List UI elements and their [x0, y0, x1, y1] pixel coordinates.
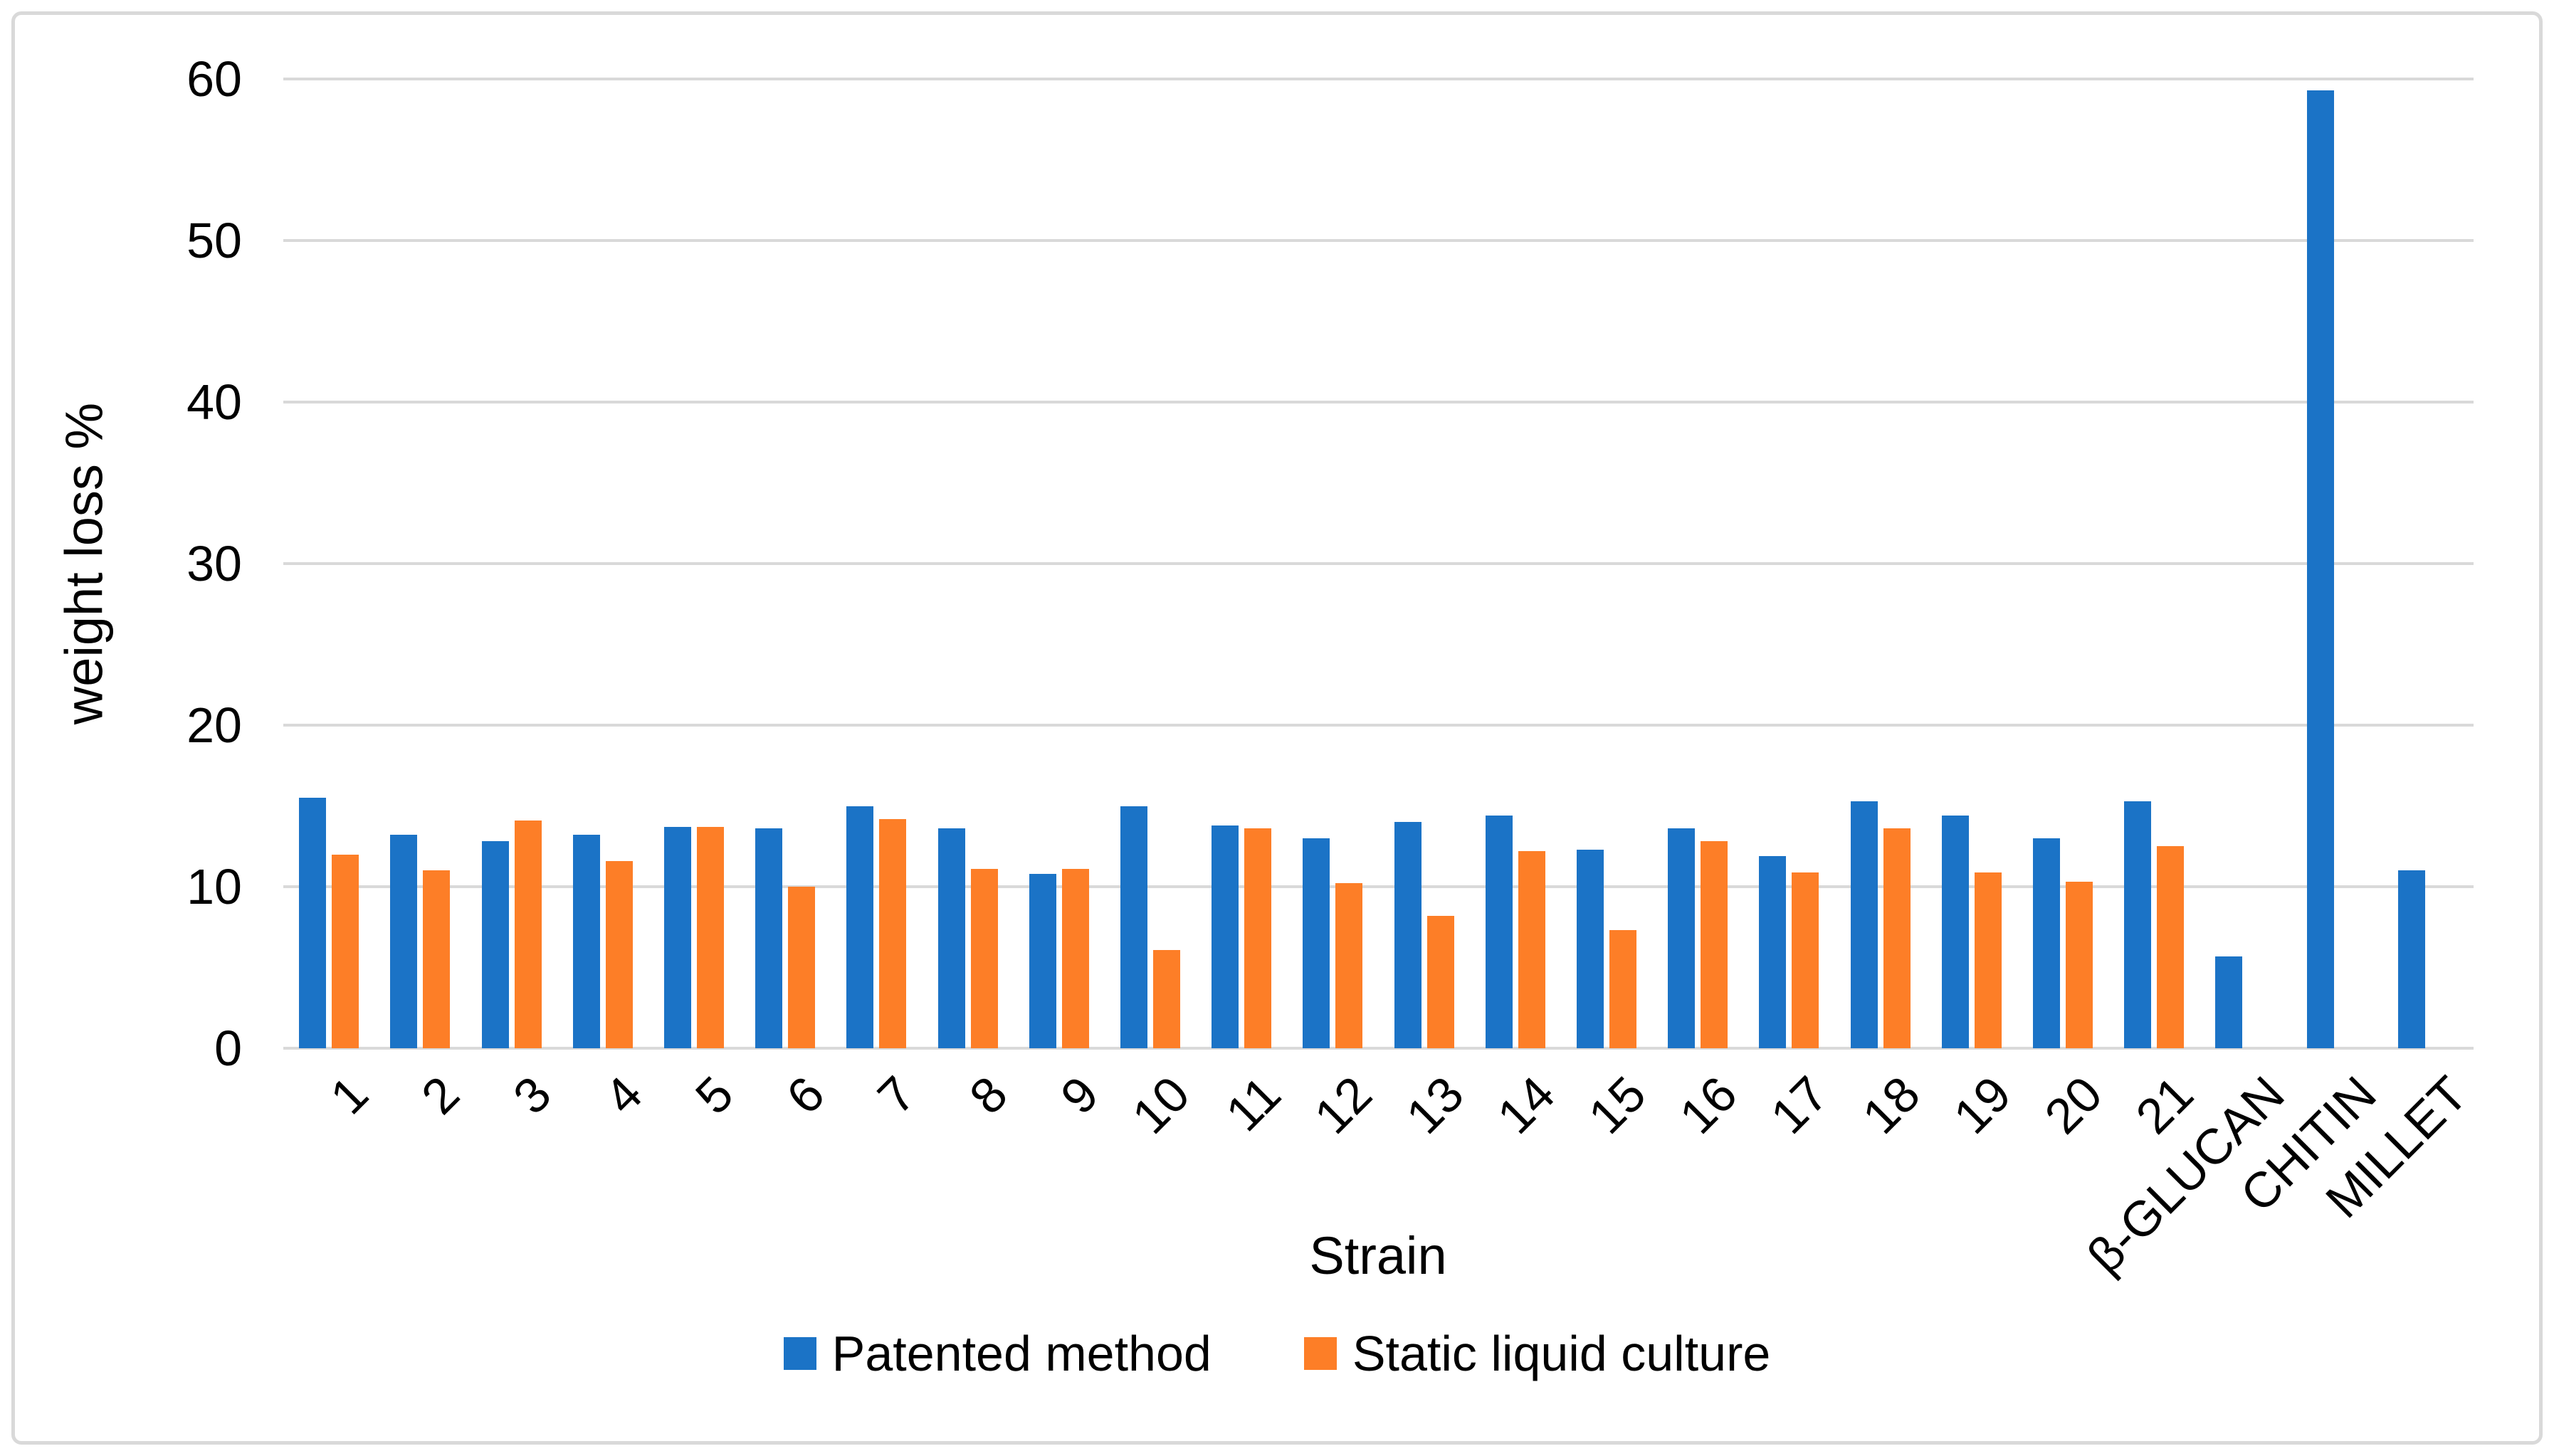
- bar-patented-method-3: [481, 841, 509, 1048]
- bar-patented-method-20: [2033, 838, 2061, 1048]
- x-tick-label-3: 3: [502, 1065, 562, 1125]
- x-tick-label-11: 11: [1215, 1065, 1292, 1142]
- x-tick-label-19: 19: [1943, 1065, 2022, 1144]
- bar-patented-method-6: [755, 828, 783, 1048]
- x-tick-label-12: 12: [1304, 1065, 1383, 1144]
- y-axis-title: weight loss %: [54, 402, 114, 725]
- legend-label-static-liquid-culture: Static liquid culture: [1352, 1326, 1771, 1381]
- bar-patented-method-14: [1485, 816, 1513, 1048]
- gridline-40: [283, 401, 2474, 403]
- gridline-30: [283, 562, 2474, 565]
- bar-static-liquid-culture-19: [1974, 872, 2002, 1048]
- bar-patented-method-9: [1029, 873, 1056, 1048]
- bar-static-liquid-culture-5: [696, 827, 724, 1048]
- legend-item-static-liquid-culture: Static liquid culture: [1303, 1325, 1771, 1382]
- legend: Patented method Static liquid culture: [0, 1325, 2554, 1382]
- bar-patented-method-15: [1577, 849, 1604, 1048]
- plot-area: [283, 78, 2474, 1050]
- legend-swatch-patented-method: [783, 1337, 816, 1370]
- bar-static-liquid-culture-10: [1152, 949, 1180, 1048]
- x-tick-label-5: 5: [685, 1065, 744, 1125]
- bar-static-liquid-culture-1: [332, 854, 359, 1048]
- bar-static-liquid-culture-3: [514, 820, 542, 1048]
- x-tick-label-2: 2: [411, 1065, 471, 1125]
- bar-patented-method-4: [572, 835, 600, 1048]
- x-tick-label-13: 13: [1395, 1065, 1474, 1144]
- x-tick-label-18: 18: [1851, 1065, 1930, 1144]
- x-axis-title: Strain: [1309, 1226, 1447, 1285]
- gridline-50: [283, 239, 2474, 242]
- bar-patented-method-13: [1394, 822, 1421, 1048]
- x-tick-label-8: 8: [958, 1065, 1018, 1125]
- bar-patented-method-β-GLUCAN: [2215, 956, 2243, 1048]
- bar-patented-method-MILLET: [2397, 870, 2425, 1048]
- y-tick-label-20: 20: [186, 697, 242, 753]
- x-tick-label-20: 20: [2034, 1065, 2113, 1144]
- x-tick-label-4: 4: [593, 1065, 653, 1125]
- x-tick-label-9: 9: [1049, 1065, 1109, 1125]
- bar-patented-method-2: [390, 835, 418, 1048]
- legend-label-patented-method: Patented method: [831, 1326, 1212, 1381]
- legend-swatch-static-liquid-culture: [1303, 1337, 1337, 1370]
- x-tick-label-14: 14: [1486, 1065, 1565, 1144]
- y-tick-label-0: 0: [214, 1020, 242, 1076]
- bar-patented-method-12: [1303, 838, 1330, 1048]
- x-tick-label-1: 1: [320, 1065, 379, 1125]
- gridline-60: [283, 78, 2474, 80]
- bar-static-liquid-culture-2: [423, 870, 451, 1048]
- bar-static-liquid-culture-12: [1335, 883, 1363, 1048]
- x-tick-label-6: 6: [776, 1065, 836, 1125]
- x-tick-label-7: 7: [867, 1065, 927, 1125]
- bar-patented-method-17: [1759, 855, 1787, 1048]
- gridline-0: [283, 1047, 2474, 1050]
- x-tick-label-16: 16: [1668, 1065, 1748, 1144]
- bar-static-liquid-culture-9: [1061, 869, 1089, 1048]
- bar-static-liquid-culture-15: [1609, 930, 1637, 1048]
- bar-static-liquid-culture-13: [1426, 915, 1454, 1048]
- y-tick-label-60: 60: [186, 51, 242, 107]
- gridline-20: [283, 724, 2474, 727]
- x-tick-label-10: 10: [1121, 1065, 1200, 1144]
- bar-static-liquid-culture-18: [1883, 828, 1911, 1048]
- bar-patented-method-5: [663, 827, 691, 1048]
- bar-patented-method-16: [1668, 828, 1696, 1048]
- bar-static-liquid-culture-11: [1244, 828, 1272, 1048]
- bar-static-liquid-culture-4: [605, 860, 633, 1048]
- bar-patented-method-1: [299, 798, 327, 1048]
- bar-static-liquid-culture-14: [1518, 851, 1545, 1048]
- x-tick-label-15: 15: [1577, 1065, 1656, 1144]
- bar-static-liquid-culture-6: [788, 887, 816, 1048]
- bar-patented-method-18: [1850, 801, 1878, 1048]
- bar-patented-method-19: [1941, 816, 1969, 1048]
- bar-patented-method-10: [1120, 806, 1147, 1048]
- bar-patented-method-8: [937, 828, 965, 1048]
- legend-item-patented-method: Patented method: [783, 1325, 1212, 1382]
- bar-patented-method-7: [846, 806, 874, 1048]
- bar-static-liquid-culture-16: [1701, 841, 1728, 1048]
- bar-static-liquid-culture-17: [1792, 872, 1819, 1048]
- y-tick-label-50: 50: [186, 213, 242, 268]
- bar-static-liquid-culture-7: [879, 818, 907, 1048]
- y-tick-label-30: 30: [186, 536, 242, 591]
- bar-static-liquid-culture-21: [2157, 846, 2185, 1048]
- bar-patented-method-21: [2124, 801, 2152, 1048]
- y-tick-label-10: 10: [186, 859, 242, 914]
- y-tick-label-40: 40: [186, 374, 242, 430]
- x-tick-label-17: 17: [1760, 1065, 1839, 1144]
- gridline-10: [283, 885, 2474, 888]
- bar-static-liquid-culture-8: [970, 869, 998, 1048]
- bar-patented-method-11: [1212, 825, 1239, 1048]
- bar-static-liquid-culture-20: [2066, 882, 2093, 1048]
- bar-patented-method-CHITIN: [2306, 90, 2334, 1048]
